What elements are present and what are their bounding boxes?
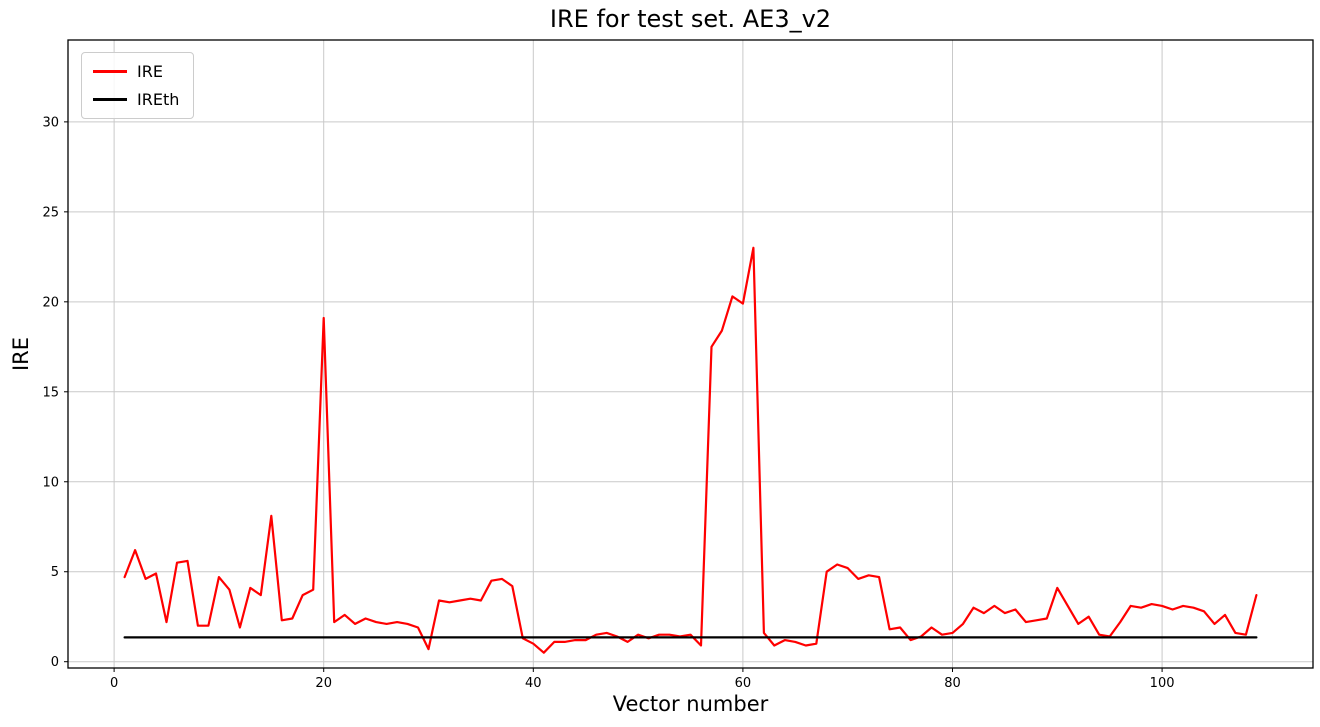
legend-line-sample-ire bbox=[93, 70, 127, 73]
y-axis-label-wrap: IRE bbox=[4, 40, 38, 668]
plot-border bbox=[67, 39, 1314, 669]
y-tick-label: 25 bbox=[42, 205, 59, 220]
legend-label-ire: IRE bbox=[137, 62, 163, 81]
chart-title: IRE for test set. AE3_v2 bbox=[549, 5, 832, 33]
x-axis-label: Vector number bbox=[612, 692, 769, 716]
legend-entry-ireth: IREth bbox=[93, 90, 179, 109]
x-tick-label: 40 bbox=[525, 676, 542, 691]
y-tick-label: 10 bbox=[42, 475, 59, 490]
y-tick-label: 0 bbox=[51, 655, 59, 670]
x-tick-label: 80 bbox=[944, 676, 961, 691]
y-tick-label: 15 bbox=[42, 385, 59, 400]
x-tick-label: 20 bbox=[315, 676, 332, 691]
legend-label-ireth: IREth bbox=[137, 90, 180, 109]
x-tick-label: 0 bbox=[110, 676, 118, 691]
x-tick-label: 60 bbox=[735, 676, 752, 691]
x-tick-label: 100 bbox=[1150, 676, 1175, 691]
y-axis-label: IRE bbox=[9, 336, 33, 372]
y-tick-label: 20 bbox=[42, 295, 59, 310]
legend: IRE IREth bbox=[81, 52, 195, 119]
legend-entry-ire: IRE bbox=[93, 62, 179, 81]
y-tick-label: 30 bbox=[42, 115, 59, 130]
y-tick-label: 5 bbox=[51, 565, 59, 580]
legend-line-sample-ireth bbox=[93, 98, 127, 101]
series-ire-line bbox=[123, 246, 1258, 654]
